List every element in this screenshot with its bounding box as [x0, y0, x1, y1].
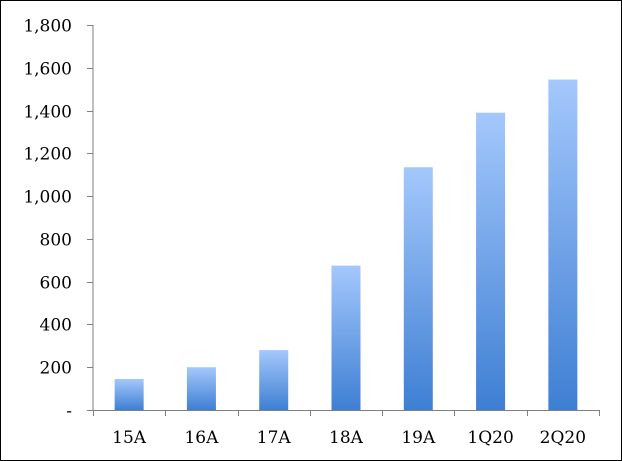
y-tick-label: 400 [40, 316, 72, 336]
x-tick-label: 16A [184, 428, 219, 448]
bar-16a [186, 367, 216, 410]
y-axis: - 200 400 600 800 1,000 1,200 1,400 1,600 1,800 [23, 17, 94, 422]
y-tick-label: 1,600 [23, 60, 72, 80]
x-axis: 15A 16A 17A 18A 19A 1Q20 2Q20 [93, 410, 600, 448]
y-tick-label: 800 [40, 231, 72, 251]
bar-18a [331, 265, 361, 410]
bar-15a [114, 378, 144, 410]
x-tick-label: 17A [257, 428, 292, 448]
y-tick-label: 600 [40, 274, 72, 294]
x-tick-label: 1Q20 [467, 428, 513, 448]
y-tick-label: - [66, 402, 72, 422]
x-tick-label: 2Q20 [540, 428, 586, 448]
bars [114, 79, 578, 411]
y-tick-label: 200 [40, 359, 72, 379]
x-tick-label: 18A [329, 428, 364, 448]
bar-1q20 [476, 112, 506, 410]
y-tick-label: 1,200 [23, 145, 72, 165]
bar-17a [259, 350, 289, 410]
y-tick-label: 1,800 [23, 17, 72, 37]
y-tick-label: 1,000 [23, 188, 72, 208]
y-tick-label: 1,400 [23, 103, 72, 123]
bar-2q20 [548, 79, 578, 411]
bar-19a [403, 167, 433, 410]
x-tick-label: 19A [401, 428, 436, 448]
x-tick-label: 15A [112, 428, 147, 448]
